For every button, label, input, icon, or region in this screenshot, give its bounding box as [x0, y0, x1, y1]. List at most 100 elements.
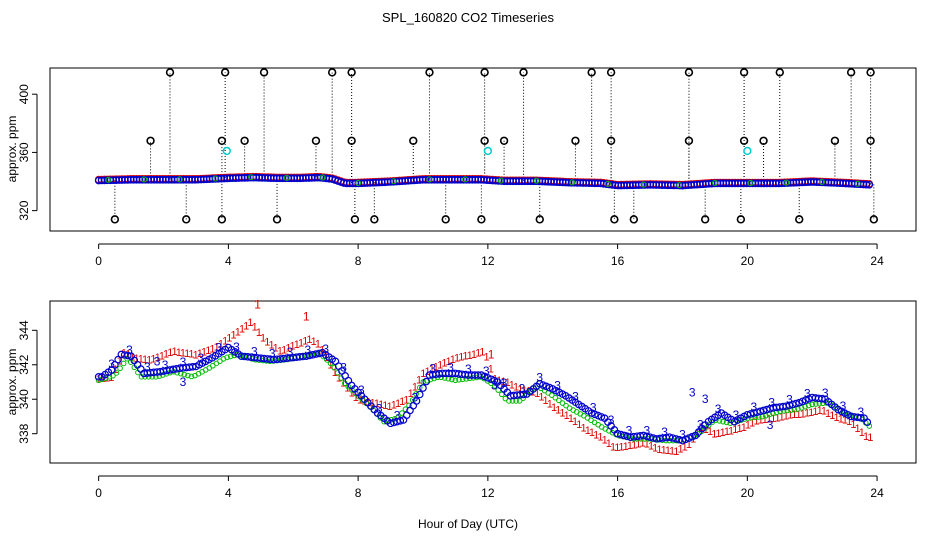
outlier-mid-point: [571, 136, 580, 145]
series-3-glyph: 3: [305, 343, 312, 357]
series-3-glyph: 3: [661, 425, 668, 439]
series-3-glyph: 3: [287, 345, 294, 359]
baseline-green-point: [854, 180, 861, 187]
series-1-glyph: 1: [538, 391, 544, 403]
series-1-glyph: 1: [547, 399, 553, 411]
series-1-glyph: 1: [745, 420, 751, 432]
series-1-glyph: 1: [382, 400, 388, 412]
series-2-point: [563, 402, 569, 409]
series-1-glyph: 1: [800, 408, 806, 420]
top-x-tick-label: 4: [225, 254, 232, 268]
series-1-glyph: 1: [462, 351, 468, 363]
outlier-high-point: [775, 68, 784, 77]
baseline-green-point: [818, 178, 825, 185]
series-2-point: [548, 392, 555, 398]
series-1-glyph: 1: [243, 320, 249, 332]
series-3-glyph: 3: [536, 371, 543, 385]
series-1-glyph: 1: [146, 354, 152, 366]
series-1-glyph: 1: [408, 388, 414, 400]
series-1-glyph: 1: [707, 426, 713, 438]
series-1-glyph: 1: [403, 394, 409, 406]
series-1-glyph: 1: [176, 347, 182, 359]
outlier-high-point: [327, 68, 337, 77]
series-1-glyph: 1: [724, 426, 730, 438]
series-1-glyph: 1: [796, 409, 802, 421]
series-1-glyph: 1: [306, 334, 312, 346]
series-1-glyph: 1: [218, 339, 224, 351]
series-1-glyph: 1: [429, 364, 435, 376]
series-3-glyph: 3: [554, 378, 561, 392]
series-1-glyph: 1: [555, 405, 561, 417]
series-1-glyph: 1: [273, 343, 279, 355]
series-1-glyph: 1: [812, 406, 818, 418]
series-1-glyph: 1: [846, 416, 852, 428]
baseline-green-point: [569, 179, 576, 186]
series-2-point: [181, 371, 188, 378]
outlier-low-point: [477, 215, 486, 224]
series-3-glyph: 3: [679, 428, 686, 442]
series-3-point: [818, 395, 826, 403]
baseline-green-point: [283, 174, 290, 181]
series-1-glyph: 1: [205, 345, 211, 357]
bottom-x-tick-label: 20: [741, 486, 755, 500]
top-x-tick-label: 20: [741, 254, 755, 268]
bottom-x-tick-label: 8: [355, 486, 362, 500]
extra-series-glyph: 3: [491, 378, 498, 392]
series-1-glyph: 1: [509, 379, 515, 391]
series-1-glyph: 1: [391, 400, 397, 412]
extra-series-glyph: 1: [488, 347, 495, 361]
series-1-glyph: 1: [602, 435, 608, 447]
series-1-glyph: 1: [433, 361, 439, 373]
series-1-glyph: 1: [614, 442, 620, 454]
series-1-glyph: 1: [117, 356, 123, 368]
outlier-mid-point: [866, 136, 875, 145]
series-3-glyph: 3: [251, 345, 258, 359]
series-1-glyph: 1: [193, 349, 199, 361]
top-y-axis-label: approx. ppm: [5, 116, 19, 183]
baseline-blue-point: [862, 180, 871, 189]
series-1-glyph: 1: [505, 377, 511, 389]
series-1-glyph: 1: [197, 348, 203, 360]
baseline-green-point: [355, 179, 362, 186]
series-2-point: [516, 398, 523, 404]
series-2-point: [802, 403, 808, 410]
series-3-glyph: 3: [733, 408, 740, 422]
outlier-mid-point: [739, 136, 749, 145]
outlier-mid-point: [409, 136, 418, 145]
series-1-glyph: 1: [703, 424, 709, 436]
series-1-glyph: 1: [231, 330, 237, 342]
series-1-glyph: 1: [437, 359, 443, 371]
outlier-mid-point: [480, 136, 489, 145]
series-1-glyph: 1: [855, 423, 861, 435]
series-1-glyph: 1: [610, 441, 616, 453]
series-3-glyph: 3: [608, 413, 615, 427]
series-3-glyph: 3: [626, 424, 633, 438]
series-2-point: [499, 391, 505, 398]
outlier-low-point: [441, 215, 450, 224]
series-1-glyph: 1: [618, 442, 624, 454]
series-1-glyph: 1: [260, 333, 266, 345]
bottom-x-axis: 0 4 8 12 16 20 24: [95, 475, 884, 500]
baseline-green-point: [604, 180, 611, 187]
outlier-high-point: [587, 68, 596, 77]
series-1-glyph: 1: [766, 414, 772, 426]
series-1-glyph: 1: [471, 349, 477, 361]
figure-title: SPL_160820 CO2 Timeseries: [382, 10, 554, 25]
outlier-mid-point: [240, 136, 249, 145]
series-1-glyph: 1: [779, 411, 785, 423]
series-1-glyph: 1: [694, 428, 700, 440]
series-1-glyph: 1: [239, 323, 245, 335]
outlier-high-point: [425, 68, 434, 77]
series-3-glyph: 3: [804, 386, 811, 400]
series-1-glyph: 1: [850, 419, 856, 431]
baseline-green-point: [141, 176, 148, 183]
series-1-glyph: 1: [711, 428, 717, 440]
series-1-glyph: 1: [277, 346, 283, 358]
series-3-glyph: 3: [429, 362, 436, 376]
series-2-point: [720, 418, 726, 425]
series-1-glyph: 1: [285, 343, 291, 355]
bottom-plot-area: 1111111111111111111111111111111111111111…: [94, 297, 873, 458]
series-1-glyph: 1: [222, 336, 228, 348]
top-x-tick-label: 24: [870, 254, 884, 268]
bottom-x-tick-label: 16: [611, 486, 625, 500]
